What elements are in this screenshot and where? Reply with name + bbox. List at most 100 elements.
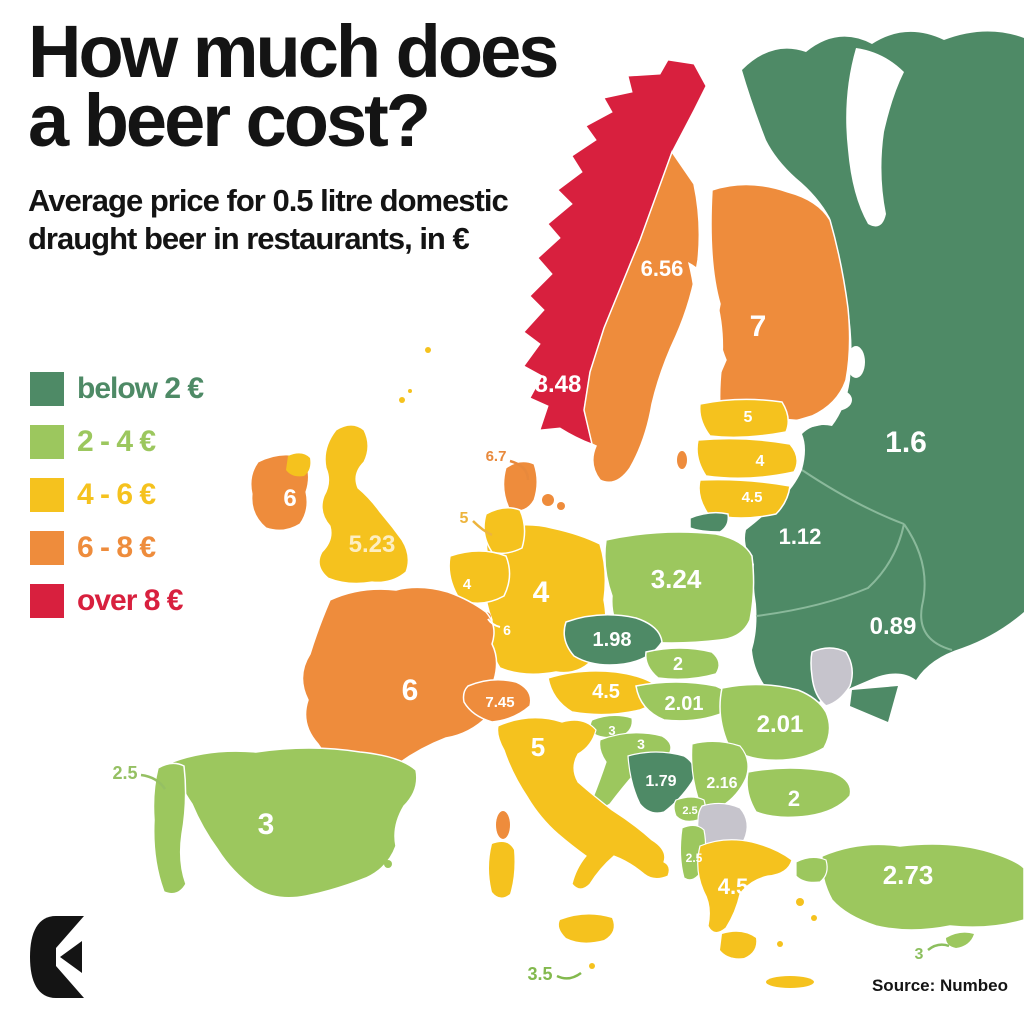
label-greece: 4.5 — [718, 874, 749, 899]
logo-bar — [30, 916, 56, 998]
country-italy — [497, 717, 670, 890]
label-switzerland: 7.45 — [485, 694, 514, 711]
label-czechia: 1.98 — [593, 629, 632, 651]
gulf-of-bothnia — [688, 262, 724, 441]
label-sweden: 6.56 — [641, 256, 684, 281]
island-sicily — [558, 914, 614, 943]
legend-item-below-2: below 2 € — [30, 372, 204, 406]
label-luxembourg: 6 — [503, 622, 511, 638]
label-russia: 1.6 — [885, 426, 927, 459]
publisher-logo — [30, 916, 84, 998]
island-mallorca — [366, 852, 378, 864]
label-poland: 3.24 — [651, 564, 702, 594]
legend-swatch-2-4 — [30, 425, 64, 459]
legend-swatch-over-8 — [30, 584, 64, 618]
island-aegean-3 — [777, 941, 783, 947]
label-belarus: 1.12 — [779, 524, 822, 549]
label-portugal: 2.5 — [112, 763, 137, 783]
label-norway: 8.48 — [535, 371, 582, 398]
country-malta — [589, 963, 595, 969]
leader-denmark — [509, 459, 530, 481]
legend-item-2-4: 2 - 4 € — [30, 425, 203, 459]
leader-netherlands — [472, 520, 493, 537]
label-montenegro: 2.5 — [682, 805, 697, 817]
leader-cyprus — [927, 943, 950, 951]
legend-label-6-8: 6 - 8 € — [77, 531, 156, 564]
label-slovakia: 2 — [673, 654, 683, 674]
label-netherlands: 5 — [460, 510, 469, 527]
legend-label-4-6: 4 - 6 € — [77, 478, 156, 511]
label-cyprus: 3 — [915, 946, 924, 963]
island-funen — [557, 502, 565, 510]
label-hungary: 2.01 — [665, 693, 704, 715]
region-peloponnese — [720, 931, 757, 959]
country-denmark — [503, 461, 538, 512]
label-ireland: 6 — [283, 485, 296, 512]
label-turkey: 2.73 — [883, 860, 934, 890]
country-bulgaria — [746, 767, 852, 819]
country-switzerland — [462, 679, 532, 723]
country-serbia — [691, 740, 749, 808]
country-latvia — [696, 437, 798, 479]
island-aegean-2 — [811, 915, 817, 921]
border-belarus-ukraine — [755, 523, 905, 617]
country-norway — [523, 59, 707, 445]
legend-label-over-8: over 8 € — [77, 584, 183, 617]
border-belarus-russia — [801, 469, 905, 525]
label-spain: 3 — [258, 808, 275, 841]
island-sardinia — [489, 842, 515, 898]
region-northern-ireland — [286, 453, 311, 477]
label-slovenia: 3 — [608, 723, 615, 738]
label-albania: 2.5 — [686, 851, 703, 865]
legend-item-4-6: 4 - 6 € — [30, 478, 203, 512]
country-finland — [709, 183, 851, 428]
label-bulgaria: 2 — [788, 786, 800, 811]
label-italy: 5 — [531, 732, 545, 762]
island-zealand — [542, 494, 554, 506]
logo-arm-top — [56, 916, 84, 948]
country-greece — [697, 839, 793, 934]
label-ukraine: 0.89 — [870, 613, 917, 640]
country-spain — [171, 747, 418, 899]
label-finland: 7 — [750, 310, 767, 343]
island-corsica — [496, 811, 510, 839]
country-cyprus — [946, 932, 974, 948]
island-crete — [766, 976, 814, 988]
legend-label-below-2: below 2 € — [77, 372, 204, 405]
border-russia-ukraine — [903, 523, 953, 651]
label-france: 6 — [402, 674, 419, 707]
country-slovakia — [645, 647, 720, 681]
country-netherlands — [483, 507, 526, 555]
label-uk: 5.23 — [349, 531, 396, 558]
logo-arm-middle — [60, 941, 82, 973]
country-lithuania — [698, 478, 791, 519]
lake-onega — [847, 346, 865, 378]
country-belgium — [448, 550, 511, 604]
legend-item-6-8: 6 - 8 € — [30, 531, 203, 565]
label-romania: 2.01 — [757, 711, 804, 738]
legend-swatch-4-6 — [30, 478, 64, 512]
label-denmark: 6.7 — [486, 448, 507, 465]
island-menorca — [384, 860, 392, 868]
label-serbia: 2.16 — [706, 775, 737, 792]
legend-item-over-8: over 8 € — [30, 584, 203, 618]
label-malta: 3.5 — [527, 964, 552, 984]
legend-label-2-4: 2 - 4 € — [77, 425, 156, 458]
label-bosnia: 1.79 — [645, 773, 676, 790]
label-lithuania: 4.5 — [742, 489, 763, 506]
label-germany: 4 — [533, 576, 550, 609]
label-latvia: 4 — [756, 453, 765, 470]
legend: below 2 € 2 - 4 € 4 - 6 € 6 - 8 € over 8… — [30, 372, 204, 637]
island-aegean-1 — [796, 898, 804, 906]
country-turkey — [820, 843, 1024, 931]
region-kaliningrad — [689, 511, 730, 533]
country-russia — [742, 31, 1024, 716]
island-shetland-1 — [399, 397, 405, 403]
country-portugal — [152, 762, 187, 895]
country-uk — [318, 424, 409, 584]
label-austria: 4.5 — [592, 681, 620, 703]
country-france — [301, 586, 498, 775]
island-shetland-2 — [408, 389, 412, 393]
label-belgium: 4 — [463, 576, 472, 593]
logo-arm-bottom — [56, 966, 84, 998]
